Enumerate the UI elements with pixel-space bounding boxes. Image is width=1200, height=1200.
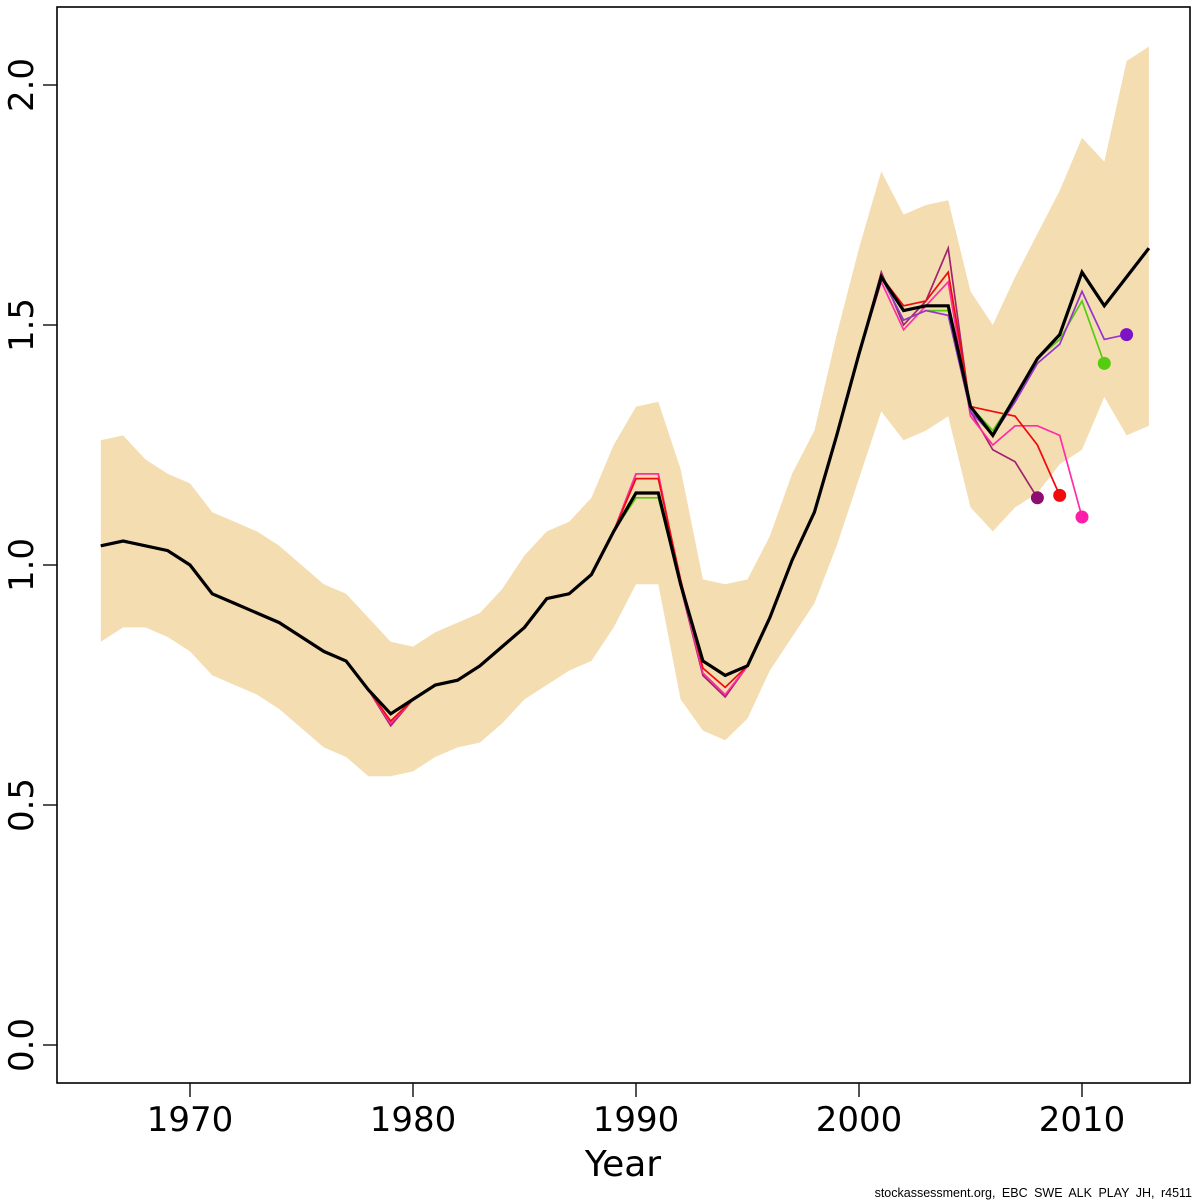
- series-lines-layer: [100, 245, 1151, 728]
- footer-caption: stockassessment.org, EBC SWE ALK PLAY JH…: [875, 1186, 1192, 1200]
- x-tick-label-2000: 2000: [816, 1100, 903, 1140]
- retro-2008-terminal-dot: [1030, 491, 1044, 505]
- base-run-2013-line: [100, 247, 1151, 716]
- y-axis: 0.0 0.5 1.0 1.5 2.0: [2, 58, 57, 1072]
- x-tick-label-1970: 1970: [147, 1100, 234, 1140]
- confidence-interval-band: [100, 46, 1149, 777]
- retro-2010-terminal-dot: [1075, 510, 1089, 524]
- retro-2009-terminal-dot: [1053, 488, 1067, 502]
- retro-2011-terminal-dot: [1097, 356, 1111, 370]
- y-tick-label-0.5: 0.5: [2, 778, 42, 832]
- x-axis-title: Year: [584, 1144, 661, 1185]
- x-tick-label-1980: 1980: [370, 1100, 457, 1140]
- y-tick-label-1.5: 1.5: [2, 298, 42, 352]
- retro-2012-terminal-dot: [1120, 328, 1134, 342]
- x-tick-label-2010: 2010: [1039, 1100, 1126, 1140]
- y-tick-label-0.0: 0.0: [2, 1018, 42, 1072]
- plot-border: [56, 6, 1191, 1084]
- y-tick-label-1.0: 1.0: [2, 538, 42, 592]
- y-tick-label-2.0: 2.0: [2, 58, 42, 112]
- confidence-band-layer: [100, 46, 1149, 777]
- x-axis: 1970 1980 1990 2000 2010: [147, 1083, 1126, 1140]
- terminal-dots-layer: [1030, 328, 1134, 524]
- x-tick-label-1990: 1990: [593, 1100, 680, 1140]
